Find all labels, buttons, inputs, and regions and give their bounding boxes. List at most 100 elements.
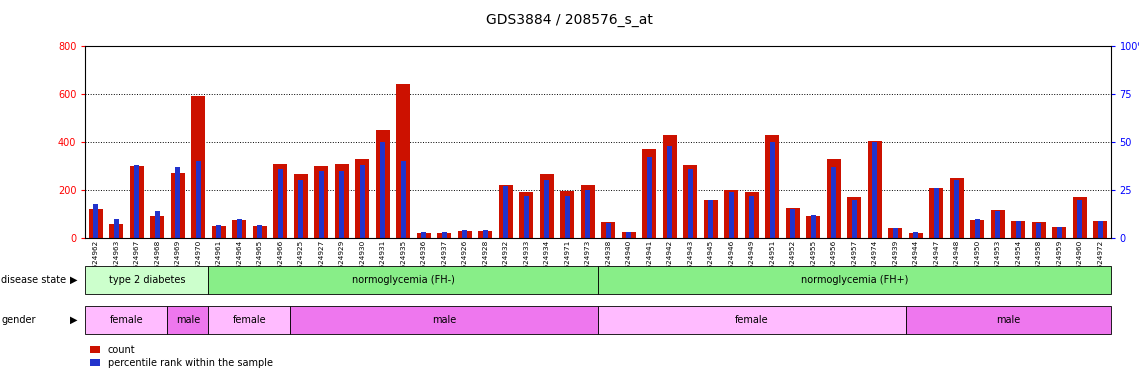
Text: normoglycemia (FH-): normoglycemia (FH-): [352, 275, 454, 285]
Bar: [950, 178, 964, 238]
Bar: [232, 220, 246, 238]
Bar: [114, 219, 118, 238]
Bar: [970, 220, 984, 238]
Bar: [560, 191, 574, 238]
Text: ▶: ▶: [69, 315, 77, 325]
Bar: [273, 164, 287, 238]
Bar: [786, 208, 800, 238]
Bar: [89, 209, 103, 238]
Bar: [544, 180, 549, 238]
Bar: [319, 171, 323, 238]
Bar: [909, 233, 923, 238]
Bar: [216, 225, 221, 238]
Bar: [585, 190, 590, 238]
Text: female: female: [735, 315, 769, 325]
Bar: [1016, 221, 1021, 238]
Bar: [376, 130, 390, 238]
Bar: [683, 165, 697, 238]
Bar: [257, 225, 262, 238]
Bar: [770, 142, 775, 238]
Bar: [175, 167, 180, 238]
Bar: [704, 200, 718, 238]
Bar: [745, 192, 759, 238]
Bar: [1057, 227, 1062, 238]
Bar: [335, 164, 349, 238]
Text: ▶: ▶: [69, 275, 77, 285]
Bar: [109, 223, 123, 238]
Bar: [478, 231, 492, 238]
Bar: [294, 174, 308, 238]
Bar: [667, 146, 672, 238]
Bar: [663, 135, 677, 238]
Bar: [934, 188, 939, 238]
Bar: [827, 159, 841, 238]
Bar: [1011, 221, 1025, 238]
Bar: [155, 211, 159, 238]
Text: male: male: [432, 315, 457, 325]
Text: normoglycemia (FH+): normoglycemia (FH+): [801, 275, 908, 285]
Bar: [852, 200, 857, 238]
Bar: [688, 169, 693, 238]
Bar: [503, 186, 508, 238]
Bar: [749, 196, 754, 238]
Bar: [519, 192, 533, 238]
Bar: [196, 161, 200, 238]
Bar: [806, 217, 820, 238]
Bar: [237, 219, 241, 238]
Bar: [565, 196, 570, 238]
Bar: [626, 232, 631, 238]
Bar: [1032, 222, 1046, 238]
Text: GDS3884 / 208576_s_at: GDS3884 / 208576_s_at: [486, 13, 653, 27]
Bar: [212, 226, 226, 238]
Bar: [765, 135, 779, 238]
Bar: [995, 211, 1000, 238]
Bar: [421, 232, 426, 238]
Bar: [1098, 221, 1103, 238]
Legend: count, percentile rank within the sample: count, percentile rank within the sample: [90, 345, 272, 367]
Bar: [647, 157, 652, 238]
Bar: [1036, 223, 1041, 238]
Bar: [991, 210, 1005, 238]
Bar: [93, 204, 98, 238]
Bar: [872, 142, 877, 238]
Bar: [380, 142, 385, 238]
Bar: [1052, 227, 1066, 238]
Text: disease state: disease state: [1, 275, 66, 285]
Bar: [150, 217, 164, 238]
Bar: [401, 161, 405, 238]
Text: gender: gender: [1, 315, 35, 325]
Bar: [868, 141, 882, 238]
Text: type 2 diabetes: type 2 diabetes: [108, 275, 186, 285]
Bar: [708, 200, 713, 238]
Bar: [847, 197, 861, 238]
Bar: [929, 188, 943, 238]
Bar: [581, 185, 595, 238]
Bar: [442, 232, 446, 238]
Bar: [483, 230, 487, 238]
Bar: [355, 159, 369, 238]
Bar: [339, 171, 344, 238]
Text: male: male: [995, 315, 1021, 325]
Bar: [831, 167, 836, 238]
Bar: [975, 219, 980, 238]
Bar: [540, 174, 554, 238]
Bar: [134, 165, 139, 238]
Bar: [417, 233, 431, 238]
Bar: [253, 226, 267, 238]
Text: male: male: [175, 315, 200, 325]
Bar: [458, 231, 472, 238]
Bar: [888, 228, 902, 238]
Bar: [642, 149, 656, 238]
Bar: [499, 185, 513, 238]
Bar: [1073, 197, 1087, 238]
Bar: [524, 196, 528, 238]
Bar: [790, 209, 795, 238]
Bar: [314, 166, 328, 238]
Bar: [1093, 221, 1107, 238]
Bar: [729, 192, 734, 238]
Bar: [130, 166, 144, 238]
Bar: [396, 84, 410, 238]
Bar: [437, 233, 451, 238]
Bar: [893, 228, 898, 238]
Bar: [171, 173, 185, 238]
